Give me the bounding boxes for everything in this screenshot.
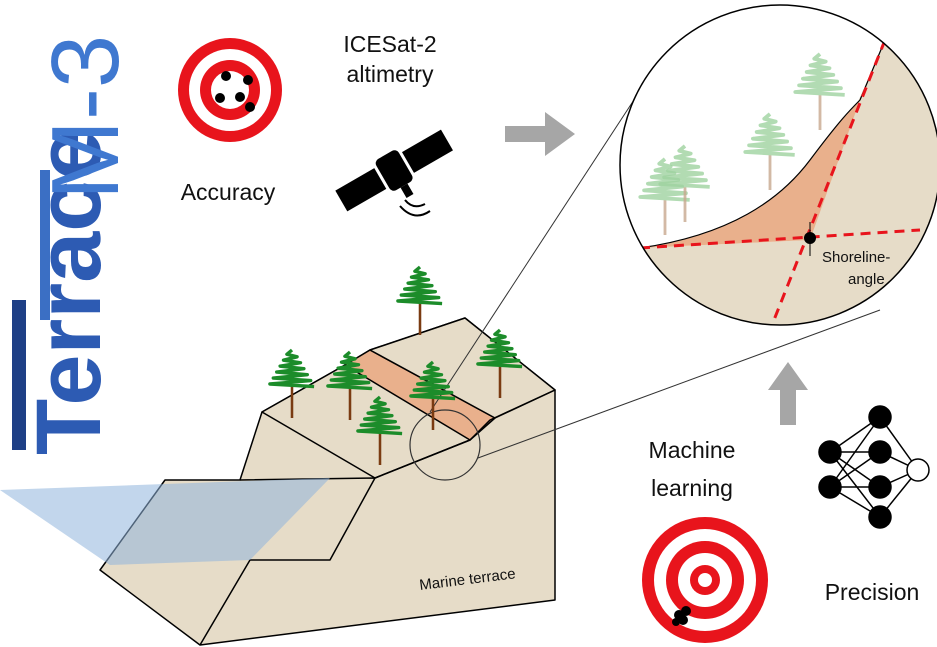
node: [818, 475, 842, 499]
terrace: [99, 317, 556, 646]
edge: [829, 451, 881, 518]
node: [868, 475, 892, 499]
ml-label: learning: [651, 475, 733, 501]
zoom-border: [619, 4, 937, 326]
tree: [356, 395, 403, 465]
node: [868, 505, 892, 529]
accuracy-label: Accuracy: [181, 179, 276, 205]
shoreline-label: Shoreline-: [822, 249, 890, 266]
accuracy-target: [178, 38, 282, 142]
logo-bar: [40, 170, 50, 320]
tree: [793, 52, 845, 130]
zoom-line: [477, 309, 881, 459]
foliage: [356, 395, 403, 436]
precision-label: Precision: [825, 579, 920, 605]
foliage: [658, 144, 710, 189]
arrow: [505, 112, 575, 156]
neural-network: [818, 405, 930, 529]
edge: [829, 416, 881, 488]
tree: [268, 348, 315, 418]
water: [0, 478, 330, 565]
tree: [409, 360, 456, 430]
zoom-view: [620, 5, 937, 325]
zoom-line: [429, 59, 661, 413]
ml-label: Machine: [649, 437, 736, 463]
node: [818, 440, 842, 464]
tree: [743, 112, 795, 190]
foliage: [793, 52, 845, 97]
foliage: [476, 328, 523, 369]
node: [906, 458, 930, 482]
zoom-circle: [409, 409, 481, 481]
logo: Terrace M-3: [12, 35, 139, 455]
altimetry-label: altimetry: [347, 61, 434, 87]
arrow: [768, 362, 808, 425]
logo-suffix: M-3: [32, 35, 139, 200]
logo-bar: [12, 300, 26, 450]
foliage: [409, 360, 456, 401]
node: [868, 405, 892, 429]
tree: [326, 350, 373, 420]
foliage: [268, 348, 315, 389]
satellite: [335, 129, 453, 212]
logo-name: Terrace: [18, 129, 120, 455]
foliage: [326, 350, 373, 391]
foliage: [743, 112, 795, 157]
tree: [396, 265, 443, 335]
altimetry-label: ICESat-2: [343, 31, 436, 57]
shoreline-label: angle: [848, 271, 885, 288]
tree: [476, 328, 523, 398]
tree: [658, 144, 710, 222]
foliage: [396, 265, 443, 306]
precision-target: [642, 517, 768, 643]
signal: [399, 199, 431, 217]
node: [868, 440, 892, 464]
